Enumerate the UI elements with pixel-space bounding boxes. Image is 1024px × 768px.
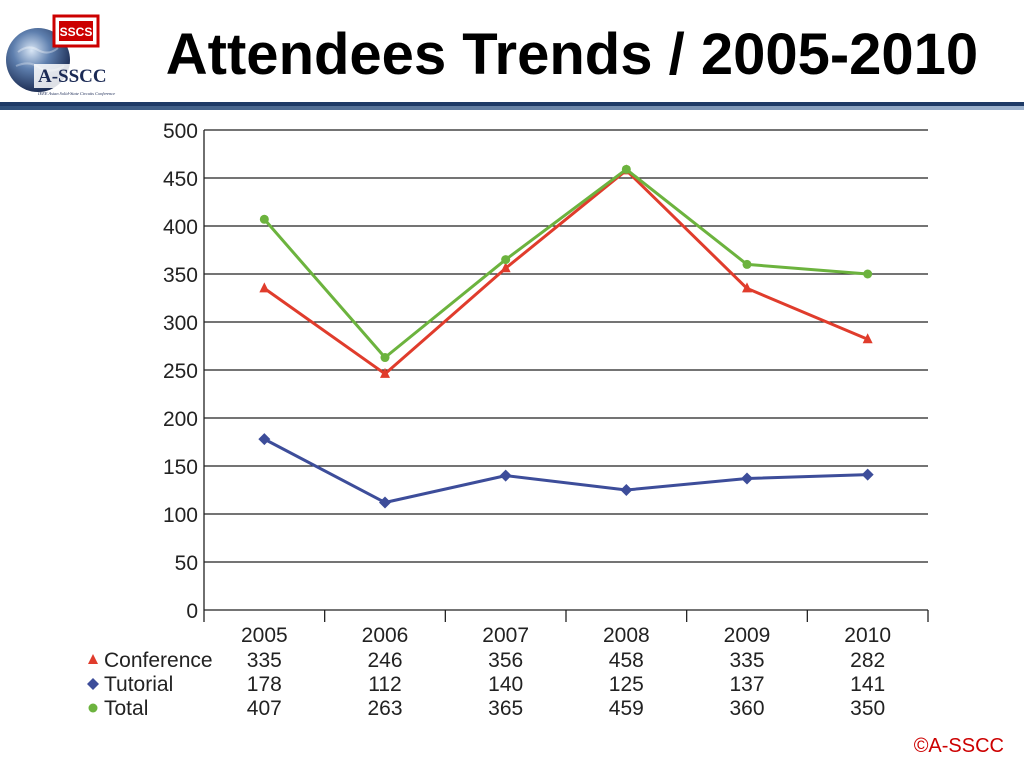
table-value-total: 350: [850, 697, 885, 720]
x-tick-label: 2007: [482, 624, 529, 647]
data-point-tutorial: [379, 496, 391, 509]
logo-subtitle: IEEE Asian Solid-State Circuits Conferen…: [37, 91, 115, 96]
table-value-conference: 335: [247, 649, 282, 672]
y-tick-label: 150: [163, 456, 198, 479]
y-tick-label: 250: [163, 360, 198, 383]
data-point-conference: [500, 262, 511, 273]
x-tick-label: 2009: [724, 624, 771, 647]
data-point-tutorial: [499, 469, 512, 482]
y-tick-label: 100: [163, 504, 198, 527]
data-point-total: [259, 214, 269, 224]
table-value-tutorial: 178: [247, 673, 282, 696]
table-value-tutorial: 141: [850, 673, 885, 696]
data-point-conference: [380, 367, 390, 378]
logo-text: A-SSCC: [38, 66, 107, 87]
table-value-total: 263: [367, 697, 402, 720]
table-value-conference: 356: [488, 649, 523, 672]
x-tick-label: 2010: [844, 624, 891, 647]
line-chart: 0 50 100 150 200 250 300 350 400 450 500 2005 2006 20…: [87, 120, 929, 720]
table-value-conference: 335: [729, 649, 764, 672]
copyright-footer: ©A-SSCC: [913, 735, 1004, 757]
data-point-tutorial: [620, 484, 633, 496]
y-tick-label: 300: [163, 312, 198, 335]
series-line-tutorial: [263, 437, 868, 504]
data-point-tutorial: [741, 472, 753, 485]
legend-label-total: Total: [104, 697, 148, 720]
data-point-tutorial: [258, 433, 271, 446]
table-value-conference: 246: [367, 649, 402, 672]
legend-label-tutorial: Tutorial: [104, 673, 173, 696]
table-value-tutorial: 125: [609, 673, 644, 696]
logo-badge-text: SSCS: [60, 25, 93, 39]
data-point-total: [380, 353, 390, 363]
table-value-total: 365: [488, 697, 523, 720]
data-point-total: [863, 269, 873, 279]
title-rule: [0, 102, 1024, 110]
y-tick-label: 350: [163, 264, 198, 287]
data-point-tutorial: [861, 468, 874, 481]
table-value-tutorial: 140: [488, 673, 523, 696]
y-tick-label: 0: [186, 600, 198, 623]
slide-title: Attendees Trends / 2005-2010: [165, 22, 979, 87]
data-point-conference: [742, 282, 752, 293]
legend-label-conference: Conference: [104, 649, 213, 672]
data-point-total: [501, 255, 511, 265]
table-value-tutorial: 137: [729, 673, 764, 696]
x-tick-label: 2005: [241, 624, 288, 647]
table-value-total: 459: [609, 697, 644, 720]
legend-marker-conference: [88, 654, 98, 664]
data-point-conference: [862, 333, 873, 344]
series-line-conference: [263, 168, 869, 376]
y-tick-label: 450: [163, 168, 198, 191]
table-value-total: 407: [247, 697, 282, 720]
data-point-conference: [259, 282, 270, 293]
table-value-tutorial: 112: [368, 673, 401, 696]
legend-marker-tutorial: [87, 678, 99, 690]
y-tick-label: 400: [163, 216, 198, 239]
legend-marker-total: [88, 703, 98, 713]
y-tick-label: 50: [175, 552, 198, 575]
data-point-total: [621, 164, 631, 174]
y-tick-label: 500: [163, 120, 198, 143]
series-line-total: [263, 167, 868, 360]
a-sscc-logo: SSCS A-SSCC IEEE Asian Solid-State Circu…: [6, 14, 132, 96]
x-tick-label: 2006: [362, 624, 409, 647]
x-tick-label: 2008: [603, 624, 650, 647]
data-point-total: [742, 259, 752, 269]
table-value-total: 360: [729, 697, 764, 720]
chart-area: 0 50 100 150 200 250 300 350 400 450 500 2005 2006 20…: [0, 110, 1024, 730]
slide-header: SSCS A-SSCC IEEE Asian Solid-State Circu…: [0, 0, 1024, 110]
y-tick-label: 200: [163, 408, 198, 431]
table-value-conference: 282: [850, 649, 885, 672]
table-value-conference: 458: [609, 649, 644, 672]
